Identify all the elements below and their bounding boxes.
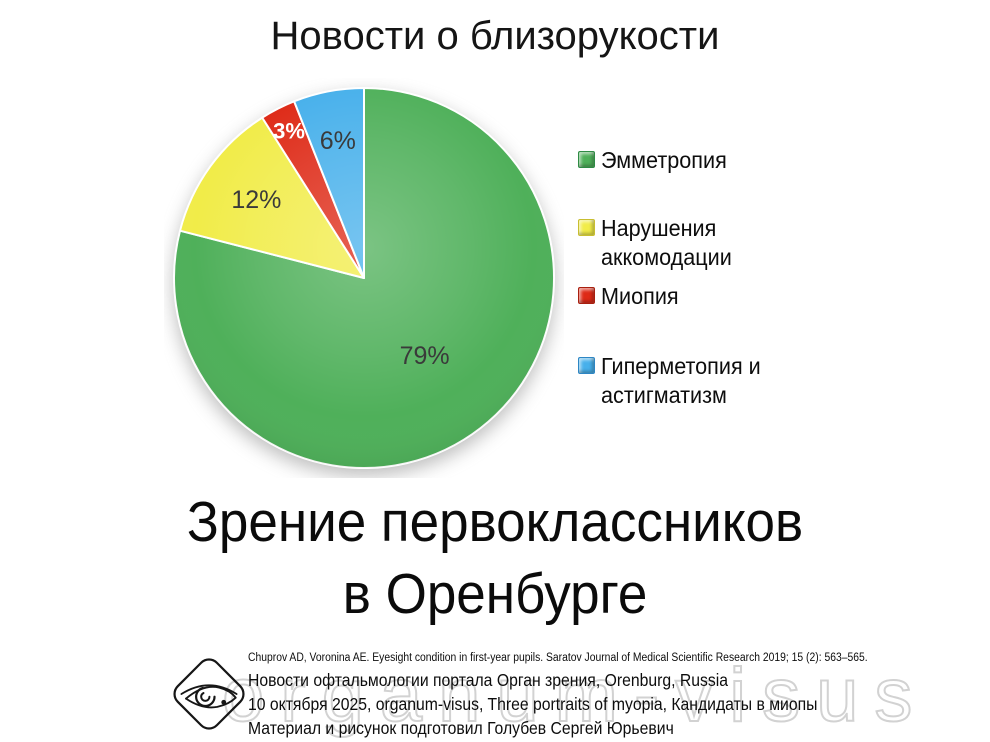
footer-line-3: Материал и рисунок подготовил Голубев Се… [248, 718, 674, 738]
slide-headline: Зрение первоклассников в Оренбурге [35, 486, 956, 630]
pie-label-accommodation-disorders: 12% [231, 186, 281, 214]
legend-swatch-green-icon [578, 151, 595, 168]
footer-line-2: 10 октября 2025, organum-visus, Three po… [248, 694, 818, 714]
footer-text-block: Chuprov AD, Voronina AE. Eyesight condit… [248, 650, 868, 740]
legend-item-emmetropia: Эмметропия [578, 146, 735, 175]
legend-label: Миопия [601, 283, 679, 309]
legend-item-accommodation-disorders: Нарушения аккомодации [578, 214, 763, 272]
legend-swatch-yellow-icon [578, 219, 595, 236]
legend-label: Нарушения аккомодации [601, 215, 732, 270]
legend-label: Гиперметопия и астигматизм [601, 353, 761, 408]
pie-slices-group [173, 86, 555, 469]
organum-visus-eye-logo-icon [173, 658, 245, 730]
legend-swatch-blue-icon [578, 357, 595, 374]
legend-swatch-red-icon [578, 287, 595, 304]
headline-line-1: Зрение первоклассников [186, 490, 804, 554]
headline-line-2: в Оренбурге [342, 562, 648, 626]
pie-label-emmetropia: 79% [400, 342, 450, 370]
pie-chart: 79% 12% 3% 6% [173, 86, 555, 469]
legend-item-myopia: Миопия [578, 282, 684, 311]
legend-label: Эмметропия [601, 147, 727, 173]
pie-data-labels: 79% 12% 3% 6% [231, 119, 449, 370]
pie-label-hypermetropia-astigmatism: 6% [320, 127, 356, 155]
footer-line-1: Новости офтальмологии портала Орган зрен… [248, 670, 729, 690]
slide-title: Новости о близорукости [270, 14, 720, 58]
legend-item-hypermetropia-astigmatism: Гиперметопия и астигматизм [578, 352, 808, 410]
citation-line: Chuprov AD, Voronina AE. Eyesight condit… [248, 652, 868, 664]
pie-label-myopia: 3% [273, 119, 305, 144]
watermark-text: organum-visus [221, 652, 929, 739]
